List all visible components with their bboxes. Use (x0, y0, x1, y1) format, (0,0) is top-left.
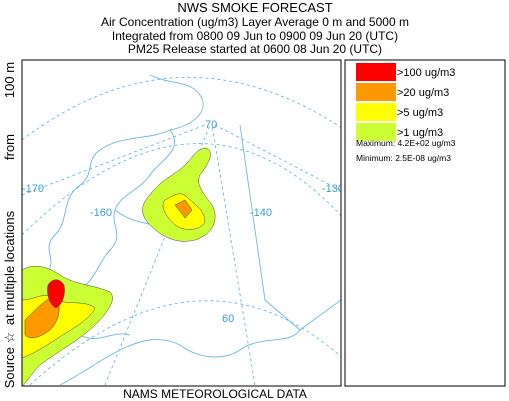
legend-label: >1 ug/m3 (397, 127, 443, 139)
graticule-label: -140 (250, 207, 272, 219)
subtitle: Integrated from 0800 09 Jun to 0900 09 J… (112, 29, 398, 43)
legend-swatch (356, 103, 396, 121)
legend-label: >20 ug/m3 (397, 87, 449, 99)
side-text: 100 m (2, 62, 17, 98)
graticule-label: 60 (222, 313, 234, 325)
minimum: Minimum: 2.5E-08 ug/m3 (356, 153, 451, 163)
map: 70 -170 -160 -140 -130 60 (22, 74, 344, 386)
footer: NAMS METEOROLOGICAL DATA (123, 387, 307, 401)
graticule-label: -160 (90, 207, 112, 219)
graticule-label: 70 (205, 119, 217, 131)
side-text: Source ☆ (2, 332, 17, 388)
map-frame (21, 59, 342, 387)
legend-swatch (356, 63, 396, 81)
legend-label: >5 ug/m3 (397, 107, 443, 119)
coastline (22, 74, 341, 386)
title: NWS SMOKE FORECAST (177, 0, 332, 15)
side-text: from (2, 134, 17, 160)
legend-swatch (356, 83, 396, 101)
legend-swatch (356, 123, 396, 141)
maximum: Maximum: 4.2E+02 ug/m3 (356, 138, 456, 148)
side-label: Source ☆ at multiple locations from 100 … (2, 62, 17, 388)
subtitle: PM25 Release started at 0600 08 Jun 20 (… (128, 42, 382, 56)
legend-frame (344, 59, 506, 387)
smoke-plume (22, 147, 216, 386)
legend: >100 ug/m3 >20 ug/m3 >5 ug/m3 >1 ug/m3 (356, 63, 455, 141)
legend-label: >100 ug/m3 (397, 67, 455, 79)
side-text: at multiple locations (2, 210, 17, 325)
subtitle: Air Concentration (ug/m3) Layer Average … (101, 15, 409, 29)
graticule-label: -130 (322, 183, 344, 195)
graticule-label: -170 (22, 183, 44, 195)
graticule (22, 77, 341, 386)
